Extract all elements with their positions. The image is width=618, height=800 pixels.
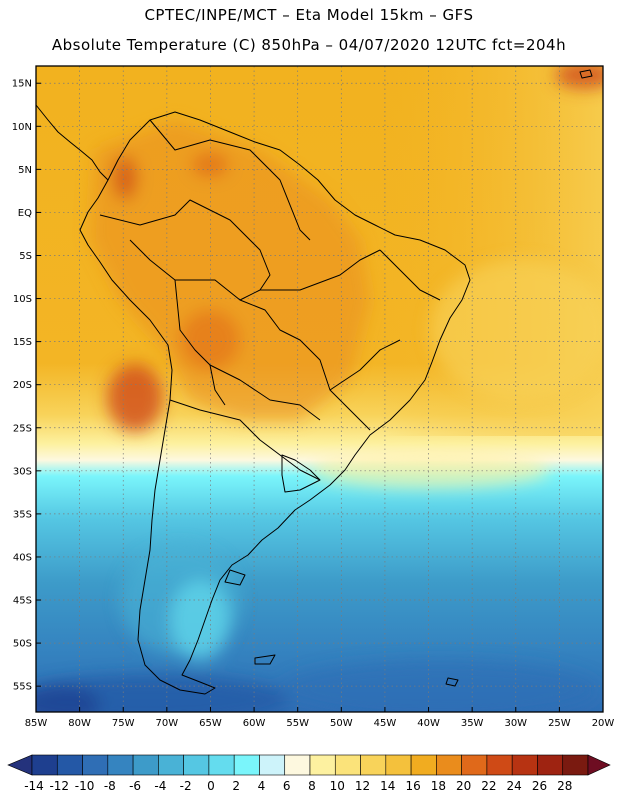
lon-tick-label: 85W xyxy=(25,718,48,729)
colorbar-tick-label: 2 xyxy=(232,779,240,793)
lat-tick-label: 30S xyxy=(13,466,32,477)
lat-tick-label: 25S xyxy=(13,423,32,434)
colorbar-swatch xyxy=(158,754,184,776)
lon-tick-label: 35W xyxy=(461,718,484,729)
colorbar-swatch xyxy=(82,754,109,776)
colorbar-swatch xyxy=(233,754,260,776)
colorbar-swatch xyxy=(208,754,235,776)
colorbar-swatch xyxy=(486,754,513,776)
lat-tick-label: 15S xyxy=(13,337,32,348)
plot-frame xyxy=(35,65,604,713)
coastline-and-borders xyxy=(35,69,593,695)
colorbar-tick-label: -10 xyxy=(75,779,95,793)
colorbar-tick-label: -12 xyxy=(49,779,69,793)
colorbar-swatch xyxy=(385,754,412,776)
colorbar-tick-label: 14 xyxy=(380,779,395,793)
colorbar-tick-label: 0 xyxy=(207,779,215,793)
lat-tick-label: 5S xyxy=(19,251,32,262)
colorbar-swatch xyxy=(562,754,589,776)
colorbar-swatch xyxy=(31,754,58,776)
lon-tick-label: 20W xyxy=(592,718,615,729)
colorbar-swatch xyxy=(410,754,437,776)
lat-tick-label: 35S xyxy=(13,509,32,520)
colorbar-tick-label: 6 xyxy=(283,779,291,793)
map-title-line-2: Absolute Temperature (C) 850hPa – 04/07/… xyxy=(51,36,567,54)
colorbar-tick-label: -14 xyxy=(24,779,44,793)
colorbar-swatch xyxy=(284,754,311,776)
colorbar-over-arrow xyxy=(587,754,611,776)
colorbar-swatch xyxy=(259,754,286,776)
colorbar-tick-label: -6 xyxy=(129,779,141,793)
colorbar-swatch xyxy=(511,754,538,776)
lon-tick-label: 25W xyxy=(548,718,571,729)
lat-tick-label: 20S xyxy=(13,380,32,391)
colorbar-swatch xyxy=(436,754,462,776)
lat-tick-label: 10S xyxy=(13,294,32,305)
lat-tick-label: 40S xyxy=(13,552,32,563)
map-title-line-1: CPTEC/INPE/MCT – Eta Model 15km – GFS xyxy=(144,6,474,24)
colorbar-swatch xyxy=(461,754,488,776)
colorbar-tick-label: 24 xyxy=(507,779,522,793)
colorbar-swatch xyxy=(360,754,387,776)
colorbar-tick-label: 18 xyxy=(431,779,446,793)
lat-tick-label: 5N xyxy=(18,165,32,176)
colorbar-tick-label: -4 xyxy=(154,779,166,793)
colorbar-tick-label: -2 xyxy=(180,779,192,793)
temperature-field xyxy=(36,66,603,712)
colorbar-tick-label: 12 xyxy=(355,779,370,793)
lon-tick-label: 30W xyxy=(504,718,527,729)
temperature-colorbar: -14 -12 -10 -8 -6 -4 -2 0 2 4 6 8 10 12 14 16 18 20 22 24 26… xyxy=(7,754,611,793)
lat-lon-gridlines xyxy=(36,66,603,712)
lon-tick-label: 65W xyxy=(199,718,222,729)
lon-tick-label: 75W xyxy=(112,718,135,729)
lat-tick-label: 50S xyxy=(13,639,32,650)
lat-tick-label: 45S xyxy=(13,596,32,607)
colorbar-tick-label: -8 xyxy=(104,779,116,793)
colorbar-tick-label: 4 xyxy=(258,779,266,793)
lon-tick-label: 50W xyxy=(330,718,353,729)
colorbar-swatch xyxy=(183,754,210,776)
lon-tick-label: 55W xyxy=(286,718,309,729)
lon-tick-label: 80W xyxy=(68,718,91,729)
colorbar-tick-label: 28 xyxy=(557,779,572,793)
longitude-tick-labels: 85W 80W 75W 70W 65W 60W 55W 50W 45W 40W 35W 30W 25W 2… xyxy=(25,707,615,729)
colorbar-tick-label: 22 xyxy=(481,779,496,793)
colorbar-swatch xyxy=(309,754,336,776)
latitude-tick-labels: 15N 10N 5N EQ 5S 10S 15S 20S 25S 30S 35S 40S 45S 50S 5… xyxy=(12,79,41,693)
lon-tick-label: 60W xyxy=(243,718,266,729)
lon-tick-label: 45W xyxy=(374,718,397,729)
lat-tick-label: 55S xyxy=(13,682,32,693)
colorbar-swatch xyxy=(334,754,361,776)
colorbar-swatch xyxy=(132,754,159,776)
temperature-map: 15N 10N 5N EQ 5S 10S 15S 20S 25S 30S 35S 40S 45S 50S 5… xyxy=(12,65,615,729)
colorbar-tick-label: 8 xyxy=(308,779,316,793)
colorbar-swatch xyxy=(537,754,564,776)
lat-tick-label: EQ xyxy=(18,208,32,219)
lat-tick-label: 10N xyxy=(12,122,32,133)
colorbar-swatches xyxy=(7,754,611,776)
colorbar-tick-label: 20 xyxy=(456,779,471,793)
colorbar-tick-label: 16 xyxy=(405,779,420,793)
colorbar-tick-labels: -14 -12 -10 -8 -6 -4 -2 0 2 4 6 8 10 12 14 16 18 20 22 24 26… xyxy=(24,779,572,793)
colorbar-under-arrow xyxy=(7,754,33,776)
colorbar-tick-label: 10 xyxy=(330,779,345,793)
lon-tick-label: 40W xyxy=(417,718,440,729)
colorbar-swatch xyxy=(107,754,134,776)
lon-tick-label: 70W xyxy=(156,718,179,729)
colorbar-swatch xyxy=(56,754,83,776)
lat-tick-label: 15N xyxy=(12,79,32,90)
colorbar-tick-label: 26 xyxy=(532,779,547,793)
